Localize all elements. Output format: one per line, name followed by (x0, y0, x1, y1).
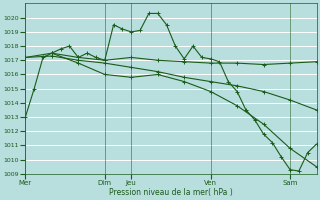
X-axis label: Pression niveau de la mer( hPa ): Pression niveau de la mer( hPa ) (109, 188, 233, 197)
